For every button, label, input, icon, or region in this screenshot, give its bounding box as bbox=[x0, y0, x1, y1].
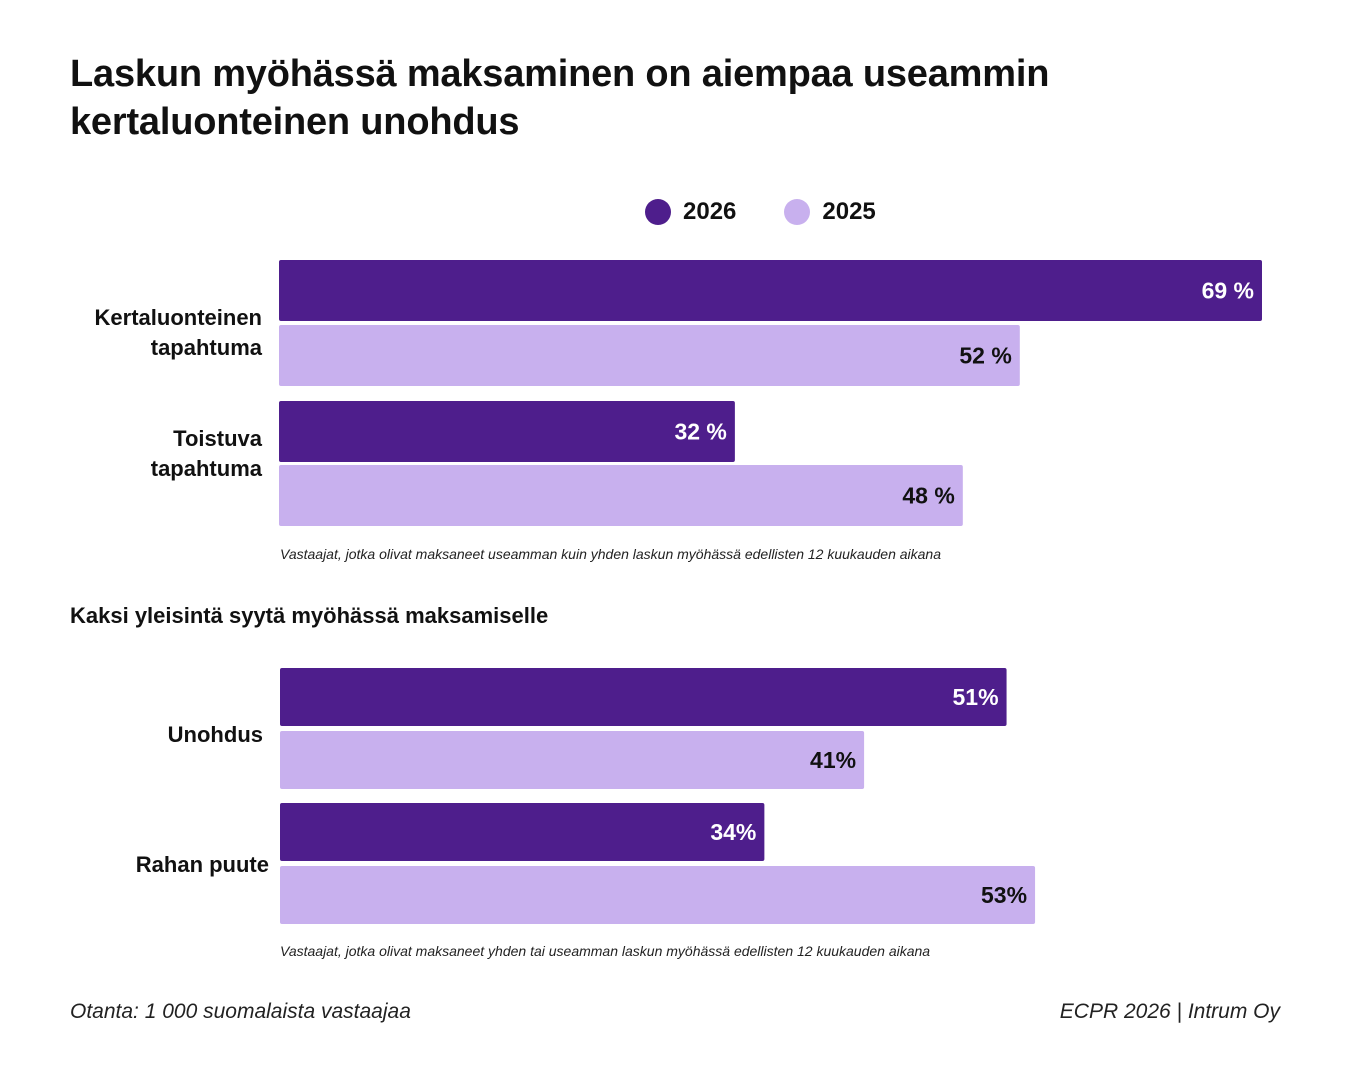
legend-label-2026: 2026 bbox=[683, 198, 737, 225]
category-label-line: Toistuva bbox=[173, 426, 262, 451]
category-label-kertaluonteinen: Kertaluonteinen tapahtuma bbox=[95, 303, 262, 363]
legend-item-2025: 2025 bbox=[784, 198, 876, 226]
category-label-line: tapahtuma bbox=[150, 456, 262, 481]
category-label-rahan-puute: Rahan puute bbox=[136, 850, 269, 880]
chart2-note: Vastaajat, jotka olivat maksaneet yhden … bbox=[280, 943, 931, 959]
section2-title: Kaksi yleisintä syytä myöhässä maksamise… bbox=[70, 603, 549, 628]
bar-2026-1-1 bbox=[279, 260, 1262, 321]
legend-swatch-2026 bbox=[645, 199, 671, 225]
category-label-line: Kertaluonteinen bbox=[94, 305, 262, 330]
chart-title-line-1: Laskun myöhässä maksaminen on aiempaa us… bbox=[70, 53, 1050, 95]
legend: 2026 2025 bbox=[645, 195, 924, 229]
bar-2025-1-2 bbox=[279, 465, 963, 526]
bar-value-label: 48 % bbox=[902, 483, 954, 509]
bar-value-label: 32 % bbox=[674, 419, 726, 445]
bar-value-label: 69 % bbox=[1202, 278, 1254, 304]
bar-2025-2-1 bbox=[280, 731, 865, 789]
bar-2025-2-2 bbox=[280, 866, 1036, 924]
footer-source: ECPR 2026 | Intrum Oy bbox=[1059, 1000, 1280, 1023]
bar-value-label: 41% bbox=[810, 747, 856, 773]
bar-2026-2-1 bbox=[280, 668, 1007, 726]
legend-item-2026: 2026 bbox=[645, 198, 736, 226]
bar-2025-1-1 bbox=[279, 325, 1020, 386]
bar-value-label: 52 % bbox=[959, 343, 1011, 369]
legend-swatch-2025 bbox=[784, 199, 811, 225]
chart-title-line-2: kertaluonteinen unohdus bbox=[70, 101, 520, 143]
category-label-line: Rahan puute bbox=[135, 852, 269, 877]
bar-2026-1-2 bbox=[279, 401, 735, 462]
legend-label-2025: 2025 bbox=[822, 198, 876, 225]
category-label-toistuva: Toistuva tapahtuma bbox=[151, 424, 262, 484]
chart1-note: Vastaajat, jotka olivat maksaneet useamm… bbox=[280, 546, 941, 562]
bar-value-label: 51% bbox=[953, 684, 999, 710]
category-label-unohdus: Unohdus bbox=[168, 720, 263, 750]
footer-sample: Otanta: 1 000 suomalaista vastaajaa bbox=[70, 1000, 411, 1023]
chart-title: Laskun myöhässä maksaminen on aiempaa us… bbox=[70, 50, 1220, 146]
bar-2026-2-2 bbox=[280, 803, 765, 861]
bar-value-label: 53% bbox=[981, 882, 1027, 908]
bar-value-label: 34% bbox=[710, 819, 756, 845]
category-label-line: Unohdus bbox=[167, 722, 263, 747]
category-label-line: tapahtuma bbox=[150, 335, 262, 360]
